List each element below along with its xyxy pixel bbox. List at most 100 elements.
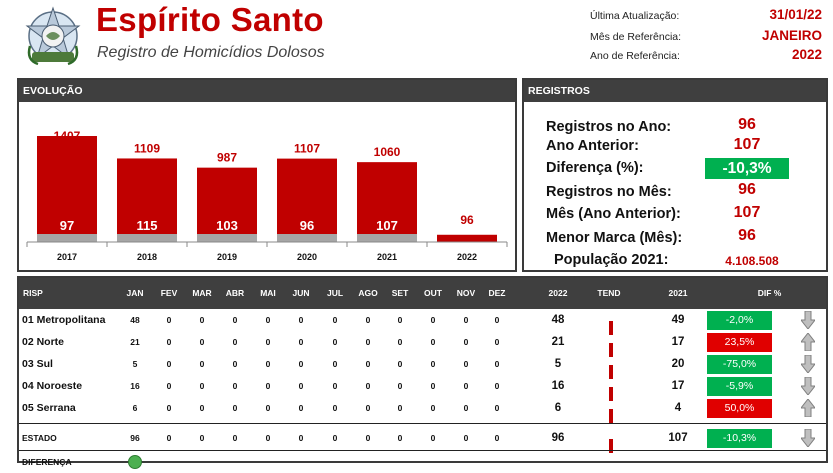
month-value: 0 <box>199 433 205 443</box>
table-row: 03 Sul 5 0 0 0 0 0 0 0 0 0 0 0 5 20 -75,0% <box>19 353 826 379</box>
month-value: 0 <box>463 403 469 413</box>
reference-year-value: 2022 <box>791 47 822 62</box>
trend-bar <box>609 365 613 379</box>
bar-total-label-2018: 1109 <box>134 141 160 155</box>
month-value: 0 <box>494 337 500 347</box>
month-value: 48 <box>130 315 140 325</box>
records-month-label: Registros no Mês: <box>546 184 672 200</box>
month-value: 0 <box>298 315 304 325</box>
bar-month-base-2017 <box>37 234 97 242</box>
x-tick-label-2018: 2018 <box>137 252 157 262</box>
month-value: 0 <box>166 433 172 443</box>
bar-total-label-2020: 1107 <box>294 142 320 156</box>
difference-percent-badge: -75,0% <box>707 355 772 374</box>
evolution-bar-chart: 97 1407 2017 115 1109 2018 103 987 2019 96 1107 202… <box>26 129 508 262</box>
month-value: 16 <box>130 381 140 391</box>
column-header-fev: FEV <box>160 288 178 298</box>
column-header-abr: ABR <box>225 288 245 298</box>
bar-total-label-2019: 987 <box>217 151 237 165</box>
trend-bar <box>609 343 613 357</box>
month-value: 0 <box>166 359 172 369</box>
year-2021-value: 20 <box>671 358 685 370</box>
risp-name: 02 Norte <box>22 336 65 348</box>
bar-total-2022 <box>437 234 497 242</box>
difference-percent-badge: 50,0% <box>707 399 772 418</box>
month-value: 0 <box>199 337 205 347</box>
month-value: 0 <box>232 381 238 391</box>
bar-total-2020 <box>277 158 337 242</box>
month-value: 0 <box>365 433 371 443</box>
column-header-nov: NOV <box>456 288 476 298</box>
month-value: 0 <box>298 337 304 347</box>
reference-month-value: JANEIRO <box>761 28 822 43</box>
month-value: 0 <box>365 337 371 347</box>
month-value: 0 <box>494 315 500 325</box>
month-value: 0 <box>199 403 205 413</box>
month-value: 0 <box>463 337 469 347</box>
arrow-down-icon <box>799 310 817 330</box>
arrow-down-icon <box>799 354 817 374</box>
month-value: 0 <box>265 315 271 325</box>
column-header-risp: RISP <box>23 288 43 298</box>
risp-name: 04 Noroeste <box>22 380 83 392</box>
bar-month-label-2017: 97 <box>60 218 74 233</box>
column-header-dif-: DIF % <box>757 288 782 298</box>
state-seal-logo <box>25 6 81 66</box>
bar-total-label-2022: 96 <box>460 213 474 227</box>
table-row: 01 Metropolitana 48 0 0 0 0 0 0 0 0 0 0 0 48 49 -2,0% <box>19 309 826 335</box>
trend-bar <box>609 439 613 453</box>
page-title: Espírito Santo <box>96 1 324 38</box>
month-value: 0 <box>332 337 338 347</box>
bar-month-base-2019 <box>197 234 257 242</box>
month-value: 0 <box>232 315 238 325</box>
month-value: 0 <box>365 381 371 391</box>
bar-month-base-2021 <box>357 234 417 242</box>
last-update-label: Última Atualização: <box>590 10 680 22</box>
column-header-mar: MAR <box>192 288 212 298</box>
month-value: 0 <box>166 381 172 391</box>
arrow-down-icon <box>799 376 817 396</box>
records-year-value: 96 <box>738 116 756 133</box>
column-header-dez: DEZ <box>488 288 506 298</box>
month-value: 0 <box>298 403 304 413</box>
month-value: 0 <box>494 381 500 391</box>
difference-percent-badge: -10,3% <box>707 429 772 448</box>
risp-name: 05 Serrana <box>22 402 76 414</box>
month-value: 0 <box>298 433 304 443</box>
month-value: 0 <box>430 381 436 391</box>
month-value: 0 <box>166 315 172 325</box>
month-value: 0 <box>265 433 271 443</box>
x-tick-label-2020: 2020 <box>297 252 317 262</box>
month-value: 0 <box>199 359 205 369</box>
bar-month-label-2021: 107 <box>376 218 398 233</box>
month-value: 0 <box>166 337 172 347</box>
month-value: 0 <box>199 381 205 391</box>
year-2022-value: 5 <box>554 358 562 370</box>
previous-year-value: 107 <box>733 136 761 153</box>
difference-value-badge: -10,3% <box>705 158 789 179</box>
column-header-2021: 2021 <box>668 288 688 298</box>
month-value: 0 <box>365 315 371 325</box>
month-value: 0 <box>232 359 238 369</box>
month-value: 0 <box>265 403 271 413</box>
month-value: 0 <box>332 359 338 369</box>
x-tick-label-2017: 2017 <box>57 252 77 262</box>
month-value: 0 <box>463 315 469 325</box>
month-value: 5 <box>132 359 138 369</box>
table-total-row: ESTADO 96 0 0 0 0 0 0 0 0 0 0 0 96 107 -10,3% <box>19 427 826 453</box>
month-value: 0 <box>430 359 436 369</box>
year-2022-value: 48 <box>551 314 565 326</box>
evolution-heading: EVOLUÇÃO <box>19 80 515 102</box>
population-label: População 2021: <box>554 252 669 268</box>
month-value: 0 <box>332 315 338 325</box>
table-header: RISP JAN FEV MAR ABR MAI JUN JUL AGO SET OUT NOV DEZ… <box>19 278 826 309</box>
x-tick-label-2021: 2021 <box>377 252 397 262</box>
column-header-out: OUT <box>424 288 442 298</box>
arrow-up-icon <box>799 398 817 418</box>
bar-month-label-2018: 115 <box>137 218 158 233</box>
bar-total-label-2021: 1060 <box>374 145 401 159</box>
population-value: 4.108.508 <box>725 254 779 268</box>
month-value: 0 <box>232 337 238 347</box>
column-header-ago: AGO <box>358 288 378 298</box>
year-2022-value: 16 <box>551 380 565 392</box>
